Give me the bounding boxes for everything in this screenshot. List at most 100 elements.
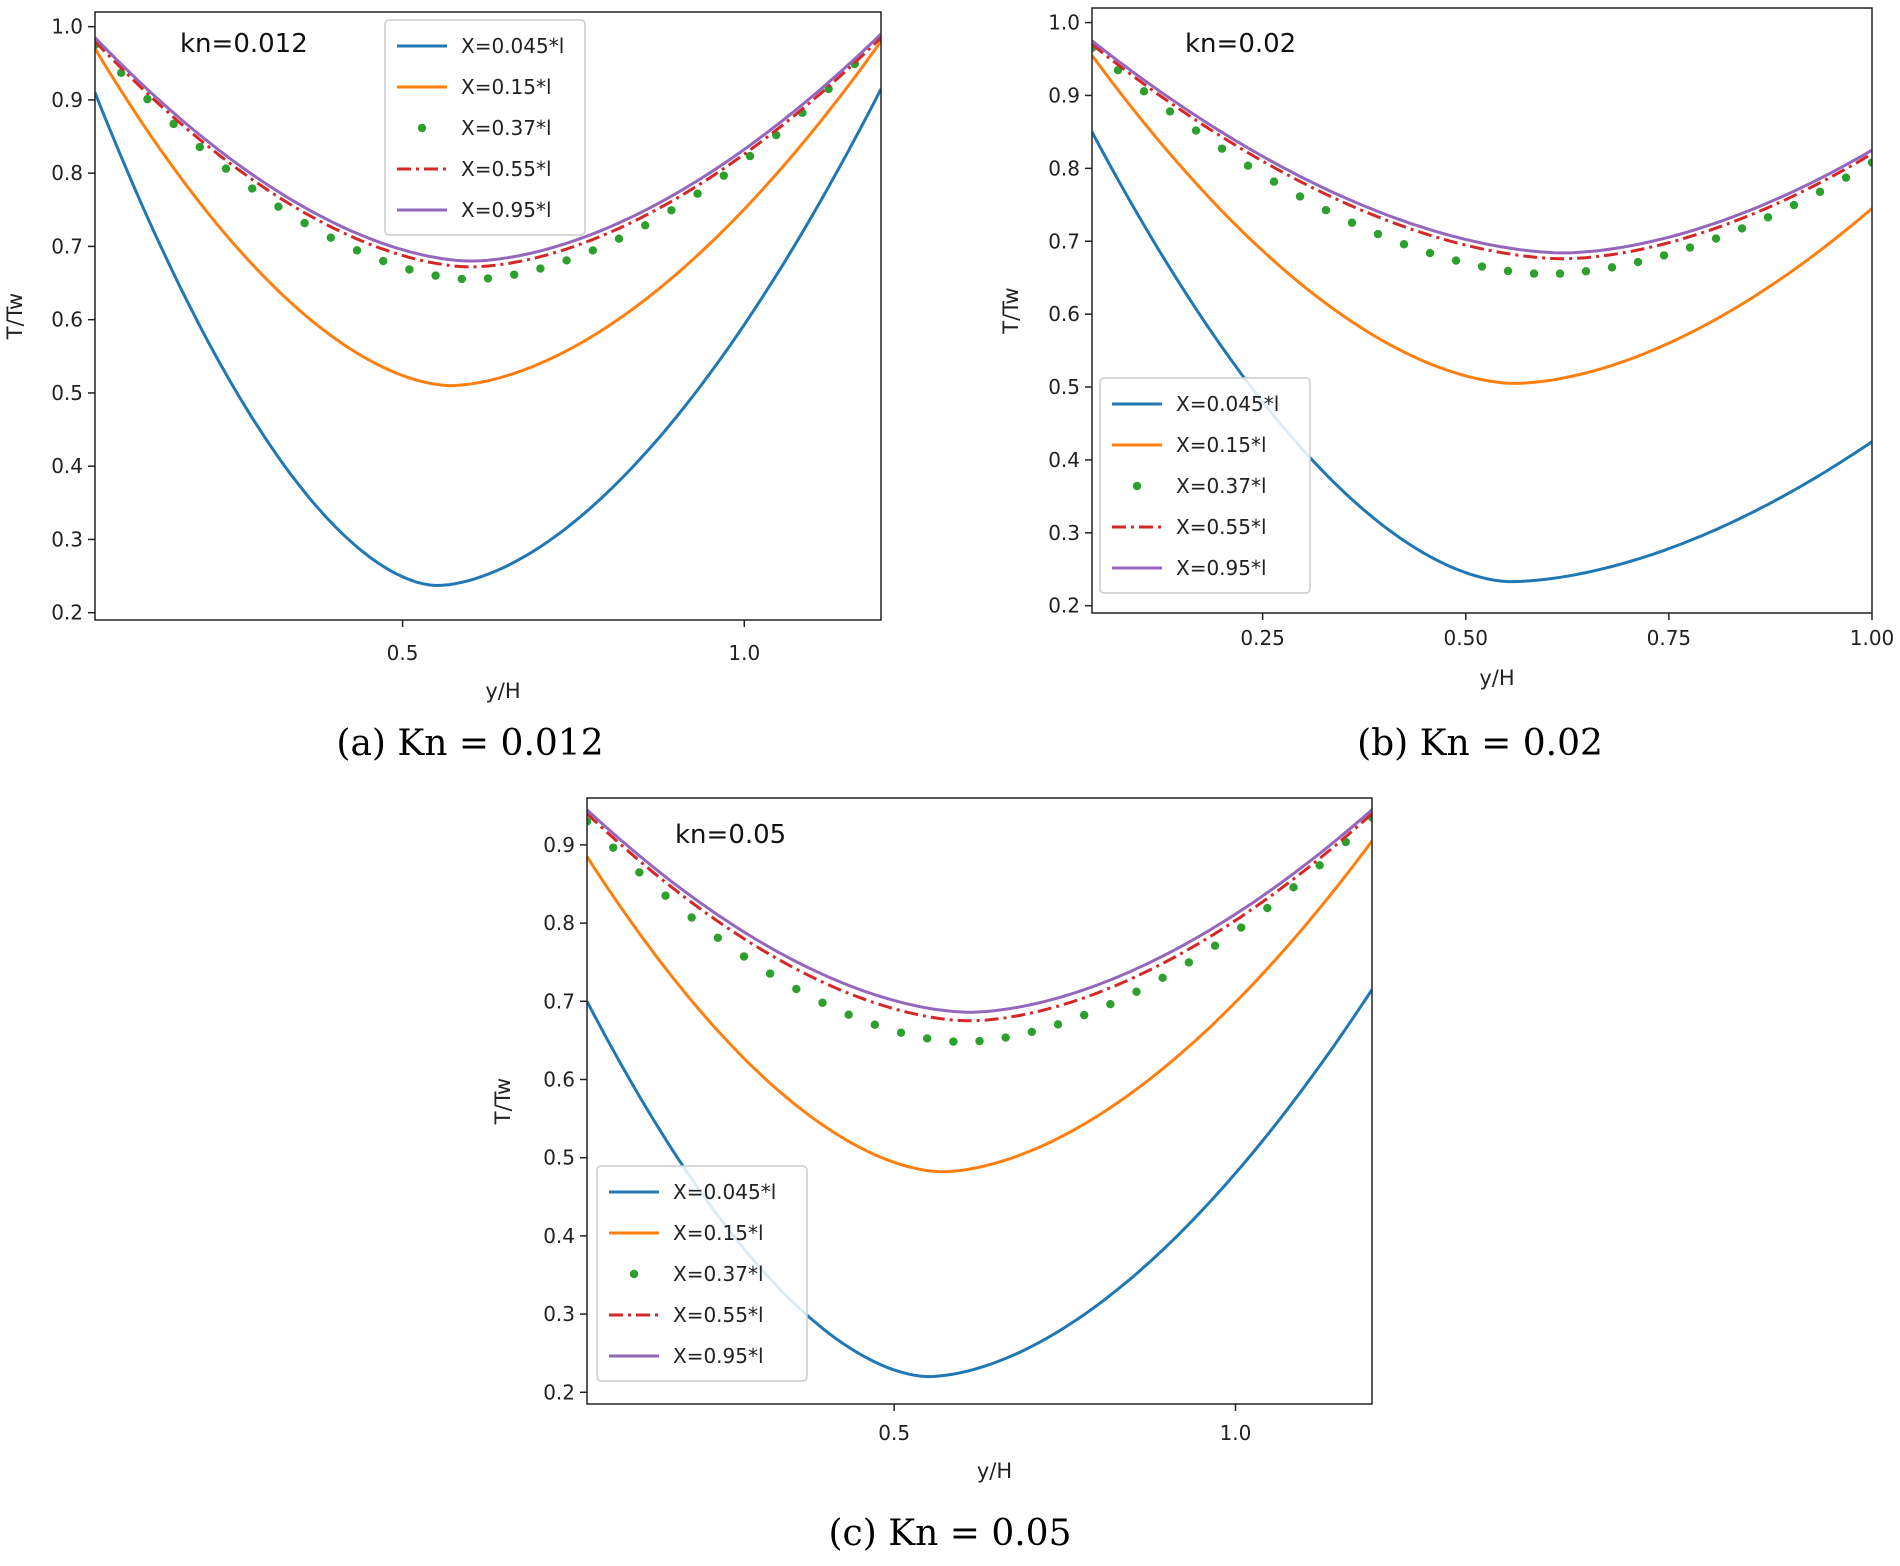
series-line-2 [95,40,881,388]
series-point [739,952,749,961]
series-point [1867,158,1872,167]
legend-box [1099,377,1311,594]
y-tick-label: 0.6 [543,1067,575,1091]
series-point [870,1020,880,1029]
series-point [169,119,178,129]
series-point [1607,263,1617,272]
x-tick-label: 0.5 [387,641,419,665]
series-point [719,171,728,180]
y-tick-label: 0.8 [1048,156,1080,180]
series-point [326,233,335,242]
legend-marker [629,1269,639,1279]
series-point [1106,1000,1115,1009]
legend-label: X=0.15*l [461,75,552,99]
panel-annotation: kn=0.05 [675,820,786,850]
series-point [922,1034,932,1043]
legend: X=0.045*l X=0.15*l X=0.37*l X=0.55*l X=0.95*… [1099,377,1311,594]
series-point [1210,941,1220,950]
series-point [1451,256,1461,265]
series-point [765,969,775,978]
chart-panel-3: 0.2 0.3 0.4 0.5 0.6 0.7 0.8 0.9 0.5 1.0 y/H T/Tw kn=… [491,797,1373,1554]
series-point [457,274,466,284]
series-point [405,265,414,274]
y-tick-label: 0.4 [543,1224,575,1248]
series-point [1789,200,1799,210]
panel-annotation: kn=0.02 [1185,29,1296,59]
legend: X=0.045*l X=0.15*l X=0.37*l X=0.55*l X=0.95*… [596,1165,808,1382]
series-point [693,189,702,198]
y-tick-label: 0.7 [1048,229,1080,253]
series-point [483,274,493,283]
series-point [614,234,624,243]
series-point [896,1028,906,1037]
y-axis-label: T/Tw [491,1078,515,1125]
series-line-4 [95,36,881,269]
series-point [1347,218,1357,227]
series-point [1269,177,1279,186]
series-point [1711,234,1721,243]
series-point [608,843,618,852]
y-tick-label: 0.3 [1048,521,1080,545]
series-point [844,1010,853,1019]
y-tick-label: 0.8 [51,161,83,185]
series-point [1477,262,1487,271]
y-tick-label: 0.4 [51,454,83,478]
y-tick-label: 0.2 [543,1380,575,1404]
series-point [379,256,388,266]
series-point [818,998,827,1007]
series-point [587,817,592,826]
series-point [667,206,676,215]
series-point [1001,1033,1010,1042]
plot-area [95,32,881,588]
series-line-5 [1092,39,1872,255]
x-tick-label: 0.25 [1240,626,1285,650]
legend-box [384,19,586,236]
series-point [352,246,362,255]
legend-label: X=0.37*l [673,1262,764,1286]
legend-label: X=0.55*l [1176,515,1267,539]
series-point [635,868,644,877]
series-point [792,984,801,994]
series-point [536,264,545,273]
legend-label: X=0.95*l [461,198,552,222]
x-axis-label: y/H [485,679,520,703]
series-point [1321,205,1331,215]
x-tick-label: 1.00 [1850,626,1895,650]
series-point [1633,257,1643,267]
series-point [248,184,257,193]
series-point [949,1037,958,1046]
panel-caption: (a) Kn = 0.012 [336,723,603,764]
x-tick-label: 0.75 [1647,626,1692,650]
axes-frame [94,11,882,621]
legend-label: X=0.15*l [1176,433,1267,457]
chart-panel-2: 0.2 0.3 0.4 0.5 0.6 0.7 0.8 0.9 1.0 0.25 0.50 0.75 1… [999,7,1895,764]
series-point [1425,248,1435,258]
legend-label: X=0.37*l [1176,474,1267,498]
series-point [1815,187,1825,197]
series-line-1 [1092,131,1872,584]
series-line-2 [587,840,1372,1174]
legend-label: X=0.55*l [673,1303,764,1327]
axes-frame [586,797,1373,1405]
series-line-5 [95,32,881,263]
series-point [1289,883,1298,892]
series-point [1165,107,1175,116]
y-tick-label: 0.7 [543,989,575,1013]
series-point [1529,269,1539,278]
series-point [1053,1020,1063,1029]
series-point [274,202,283,211]
y-tick-label: 0.4 [1048,448,1080,472]
series-point [1191,126,1201,135]
series-point [975,1036,984,1046]
series-point [1139,87,1149,96]
series-point [1581,267,1591,276]
series-line-2 [1092,54,1872,385]
series-point [687,913,696,922]
x-tick-label: 1.0 [728,641,760,665]
legend-label: X=0.045*l [461,34,564,58]
legend-label: X=0.95*l [673,1344,764,1368]
x-tick-label: 1.0 [1220,1421,1252,1445]
series-point [1132,987,1141,996]
series-line-1 [95,88,881,588]
series-point [713,933,723,942]
